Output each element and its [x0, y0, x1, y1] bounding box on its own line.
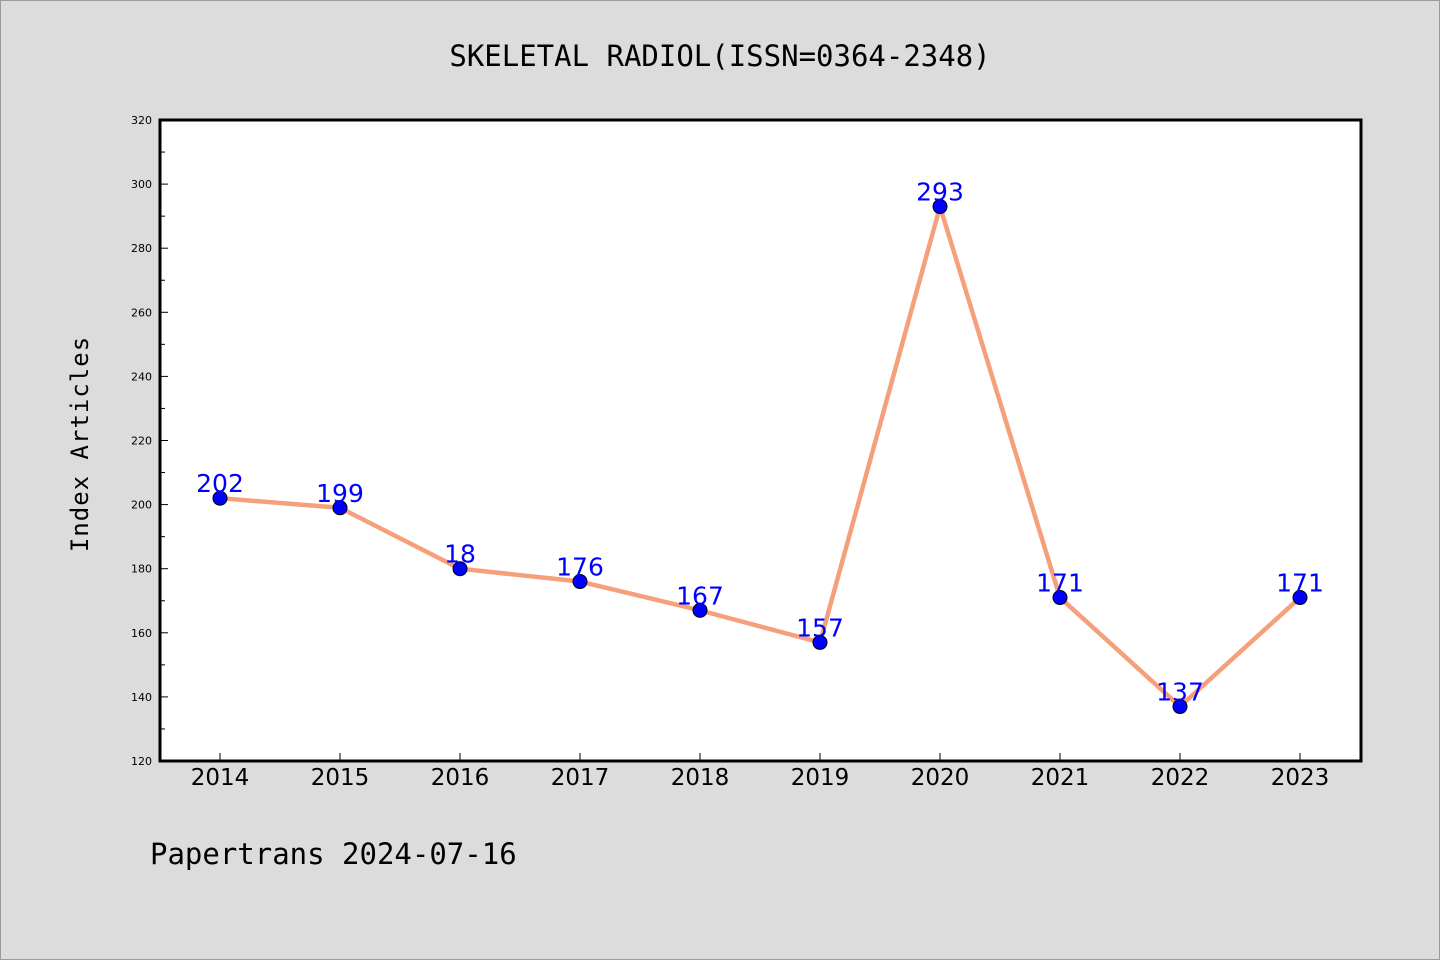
y-tick-label: 320	[131, 114, 152, 127]
chart-title: SKELETAL RADIOL(ISSN=0364-2348)	[449, 39, 990, 73]
y-tick-label: 180	[131, 563, 152, 576]
data-label: 171	[1276, 569, 1324, 598]
data-point	[1052, 590, 1068, 606]
data-point	[812, 634, 828, 650]
x-tick-label: 2022	[1151, 765, 1210, 791]
data-point	[932, 199, 948, 215]
data-label: 202	[196, 469, 244, 498]
data-label: 18	[444, 540, 476, 569]
y-axis-ticks: 120 140 160 180 200 220 240 260 280 300 320	[131, 114, 168, 768]
data-point	[572, 574, 588, 590]
data-point	[1292, 590, 1308, 606]
y-tick-label: 200	[131, 499, 152, 512]
y-tick-label: 240	[131, 370, 152, 383]
data-label: 157	[796, 613, 844, 642]
y-tick-label: 160	[131, 627, 152, 640]
x-tick-label: 2021	[1031, 765, 1090, 791]
data-point	[212, 490, 228, 506]
footer-text: Papertrans 2024-07-16	[150, 837, 517, 871]
data-label: 176	[556, 553, 604, 582]
data-label: 293	[916, 178, 964, 207]
data-label: 199	[316, 479, 364, 508]
x-tick-label: 2018	[671, 765, 730, 791]
y-axis-label: Index Articles	[66, 336, 94, 552]
x-tick-label: 2017	[551, 765, 610, 791]
data-point	[692, 602, 708, 618]
plot-area	[158, 118, 1363, 763]
data-label: 137	[1156, 678, 1204, 707]
x-tick-label: 2014	[191, 765, 250, 791]
data-point	[1172, 699, 1188, 715]
y-tick-label: 140	[131, 691, 152, 704]
data-labels-group: 202 199 18 176 167 157 293 171 137 171	[196, 178, 1324, 707]
data-label: 171	[1036, 569, 1084, 598]
data-point	[452, 561, 468, 577]
series-group	[212, 199, 1308, 715]
y-tick-label: 260	[131, 306, 152, 319]
data-point	[332, 500, 348, 516]
x-tick-label: 2020	[911, 765, 970, 791]
x-tick-label: 2016	[431, 765, 490, 791]
series-line	[217, 204, 1303, 709]
y-tick-label: 300	[131, 178, 152, 191]
y-tick-label: 280	[131, 242, 152, 255]
x-tick-label: 2015	[311, 765, 370, 791]
y-tick-label: 120	[131, 755, 152, 768]
y-tick-label: 220	[131, 435, 152, 448]
data-label: 167	[676, 581, 724, 610]
x-axis-ticks: 2014 2015 2016 2017 2018 2019 2020 2021 2022 2023	[191, 753, 1330, 791]
x-tick-label: 2023	[1271, 765, 1330, 791]
x-tick-label: 2019	[791, 765, 850, 791]
